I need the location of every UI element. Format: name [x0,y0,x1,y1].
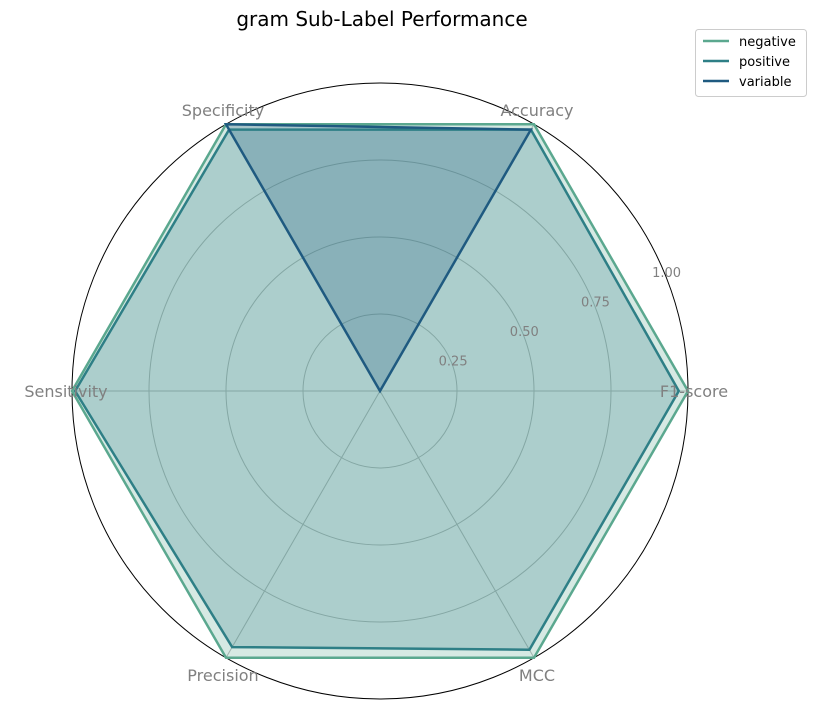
radial-tick-label: 1.00 [652,266,681,281]
grid-spoke [225,390,381,658]
legend-label-positive: positive [739,55,790,70]
chart-title: gram Sub-Label Performance [236,7,527,31]
axis-label: MCC [519,666,555,685]
axis-label: Specificity [182,101,264,120]
series-area-positive [75,129,679,650]
grid-spoke [379,390,535,658]
radial-tick-labels: 0.25 0.50 0.75 1.00 [439,266,681,369]
legend-label-negative: negative [739,35,796,50]
radial-tick-label: 0.25 [439,355,468,370]
legend-label-variable: variable [739,75,791,90]
axis-labels: F1-score Accuracy Specificity Sensitivity Pr… [24,101,728,685]
series-area-variable [226,124,531,392]
axis-label: Sensitivity [24,382,107,401]
legend: negative positive variable [695,29,807,97]
axis-label: F1-score [660,382,728,401]
radar-series [70,123,690,659]
series-line-negative [70,123,690,659]
series-line-variable [223,123,534,394]
axis-label: Accuracy [500,101,573,120]
radial-tick-label: 0.50 [510,325,539,340]
radial-tick-label: 0.75 [581,296,610,311]
axis-label: Precision [187,666,258,685]
